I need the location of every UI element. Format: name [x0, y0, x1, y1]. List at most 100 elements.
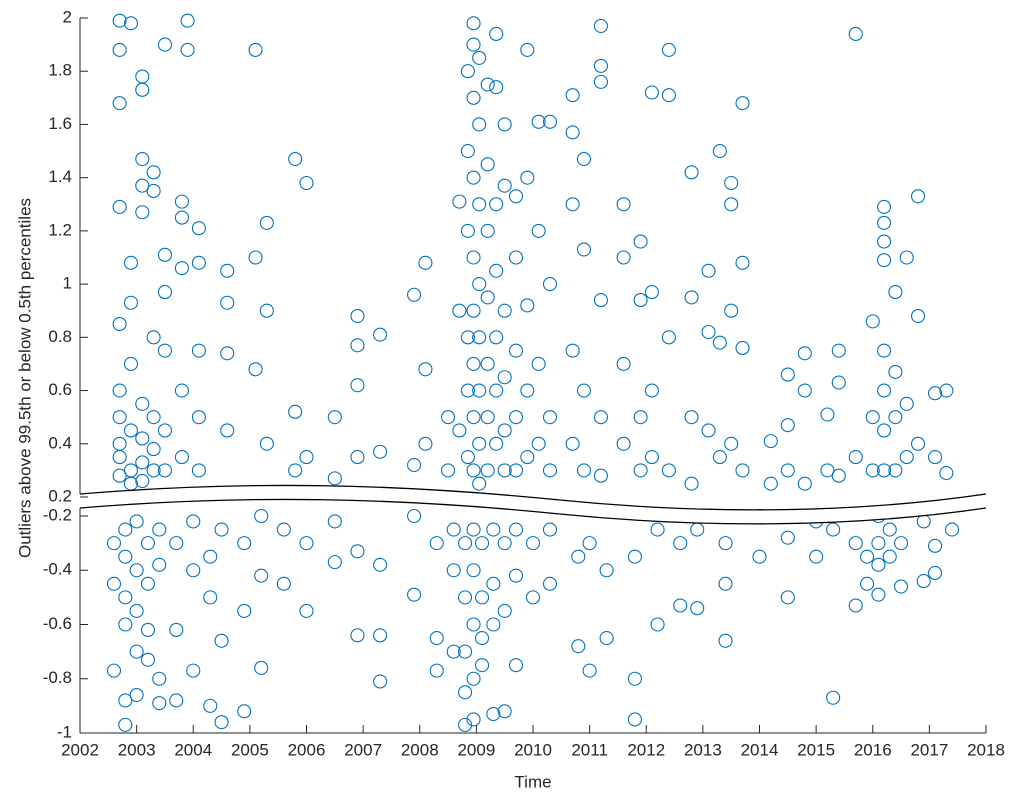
point	[627, 549, 642, 564]
point	[542, 114, 558, 129]
point	[582, 536, 597, 551]
point	[848, 450, 863, 465]
point	[944, 522, 960, 537]
point	[327, 410, 342, 425]
points	[106, 13, 960, 732]
point	[865, 410, 880, 425]
point	[135, 82, 150, 97]
point	[118, 549, 133, 564]
point	[565, 436, 580, 451]
point	[684, 290, 699, 305]
point	[497, 178, 512, 193]
point	[599, 631, 614, 646]
point	[486, 522, 501, 537]
point	[644, 450, 659, 465]
x-tick-label: 2005	[231, 740, 269, 759]
point	[299, 175, 314, 191]
point	[939, 465, 954, 481]
point	[712, 450, 727, 465]
point	[780, 367, 795, 382]
point	[480, 356, 495, 371]
point	[701, 423, 716, 438]
point	[418, 255, 433, 270]
point	[441, 410, 456, 425]
point	[489, 383, 504, 398]
point	[418, 362, 433, 377]
point	[350, 628, 365, 643]
point	[407, 458, 422, 473]
point	[599, 563, 614, 578]
point	[118, 717, 133, 732]
point	[916, 514, 931, 529]
point	[673, 598, 688, 613]
point	[531, 356, 546, 371]
point	[350, 338, 365, 353]
point	[882, 522, 897, 537]
point	[571, 549, 586, 564]
point	[140, 652, 155, 667]
point	[466, 617, 481, 632]
point	[877, 253, 892, 268]
point	[565, 197, 580, 212]
point	[673, 536, 688, 551]
point	[480, 410, 495, 425]
point	[899, 396, 914, 411]
point	[486, 576, 501, 591]
point	[939, 383, 954, 398]
point	[472, 50, 487, 65]
point	[466, 37, 481, 52]
point	[780, 418, 795, 433]
point	[508, 568, 524, 583]
point	[214, 522, 229, 537]
point	[123, 255, 139, 270]
point	[152, 671, 167, 686]
point	[327, 471, 342, 486]
point	[871, 557, 886, 572]
y-tick-label: -0.6	[43, 614, 72, 633]
point	[489, 80, 504, 95]
point	[214, 715, 229, 730]
point	[780, 590, 795, 605]
point	[152, 696, 167, 711]
point	[489, 436, 504, 451]
point	[724, 197, 739, 212]
point	[259, 303, 274, 318]
point	[860, 549, 875, 564]
point	[220, 423, 235, 438]
point	[429, 663, 444, 678]
point	[865, 314, 880, 329]
point	[480, 157, 495, 172]
point	[446, 644, 461, 659]
point	[237, 704, 252, 719]
point	[457, 717, 473, 732]
point	[894, 579, 909, 594]
point	[480, 463, 495, 478]
point	[446, 522, 461, 537]
point	[894, 536, 909, 551]
point	[457, 644, 473, 659]
point	[288, 404, 303, 419]
point	[112, 468, 127, 483]
point	[520, 298, 535, 313]
point	[831, 375, 846, 390]
point	[508, 658, 524, 673]
point	[497, 303, 512, 318]
point	[489, 197, 504, 212]
point	[616, 250, 631, 265]
point	[593, 74, 609, 89]
point	[174, 383, 189, 398]
x-tick-label: 2010	[514, 740, 552, 759]
point	[576, 242, 592, 257]
point	[441, 463, 456, 478]
point	[276, 576, 291, 591]
point	[474, 536, 490, 551]
point	[276, 522, 291, 537]
point	[508, 463, 524, 478]
point	[480, 77, 495, 92]
point	[520, 170, 535, 185]
x-tick-label: 2004	[174, 740, 212, 759]
point	[565, 88, 580, 103]
point	[888, 364, 903, 379]
point	[191, 463, 206, 478]
